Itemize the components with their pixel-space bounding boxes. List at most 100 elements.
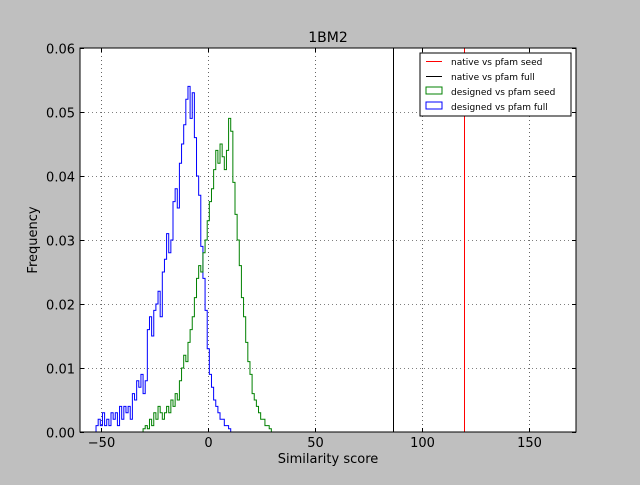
hist-bin	[235, 214, 237, 432]
legend-swatch-designed-full	[425, 101, 443, 110]
hist-bin	[205, 240, 207, 432]
hist-bin	[177, 400, 179, 432]
hist-bin	[214, 170, 216, 432]
hist-bin	[207, 221, 209, 432]
hist-bin	[149, 419, 151, 432]
hist-bin	[147, 330, 149, 432]
hist-bin	[171, 400, 173, 432]
hist-bin	[160, 413, 162, 432]
x-axis-label: Similarity score	[278, 452, 379, 467]
hist-bin	[244, 317, 246, 432]
hist-bin	[173, 406, 175, 432]
hist-bin	[263, 419, 265, 432]
hist-bin	[186, 362, 188, 432]
hist-bin	[154, 413, 156, 432]
hist-bin	[162, 272, 164, 432]
hist-bin	[141, 374, 143, 432]
y-tick-label: 0.04	[46, 171, 75, 186]
hist-bin	[102, 413, 104, 432]
hist-bin	[256, 406, 258, 432]
hist-bin	[156, 419, 158, 432]
hist-bin	[259, 413, 261, 432]
hist-bin	[201, 272, 203, 432]
x-tick-label: 150	[517, 436, 542, 451]
series-designed-vs-pfam-seed	[142, 117, 272, 432]
hist-bin	[188, 342, 190, 432]
y-axis-label: Frequency	[26, 206, 41, 273]
hist-bin	[203, 253, 205, 432]
x-tick-label: 50	[307, 436, 324, 451]
hist-bin	[164, 413, 166, 432]
series-layer	[95, 85, 272, 432]
hist-bin	[233, 182, 235, 432]
hist-bin	[98, 419, 100, 432]
hist-bin	[231, 131, 233, 432]
legend-box	[419, 52, 572, 117]
hist-bin	[139, 387, 141, 432]
hist-bin	[124, 406, 126, 432]
series-designed-vs-pfam-full	[95, 85, 232, 432]
hist-bin	[252, 394, 254, 432]
legend-swatch-designed-seed	[425, 86, 443, 95]
hist-bin	[130, 419, 132, 432]
hist-bin	[265, 426, 267, 432]
hist-bin	[254, 400, 256, 432]
hist-bin	[120, 406, 122, 432]
hist-bin	[241, 298, 243, 432]
x-tick-label: 100	[410, 436, 435, 451]
legend-label-native-seed: native vs pfam seed	[451, 58, 542, 68]
hist-bin	[135, 400, 137, 432]
hist-bin	[169, 413, 171, 432]
hist-bin	[113, 419, 115, 432]
hist-bin	[199, 266, 201, 432]
hist-bin	[105, 426, 107, 432]
y-tick-label: 0.03	[46, 235, 75, 250]
hist-bin	[246, 342, 248, 432]
hist-bin	[158, 406, 160, 432]
hist-bin	[117, 426, 119, 432]
legend-label-designed-seed: designed vs pfam seed	[451, 88, 555, 98]
hist-bin	[239, 266, 241, 432]
hist-bin	[224, 170, 226, 432]
hist-bin	[184, 355, 186, 432]
hist-bin	[149, 317, 151, 432]
hist-bin	[267, 426, 269, 432]
legend-label-native-full: native vs pfam full	[451, 73, 535, 83]
hist-bin	[109, 426, 111, 432]
hist-bin	[179, 381, 181, 432]
y-tick-label: 0.06	[46, 43, 75, 58]
hist-bin	[111, 413, 113, 432]
hist-bin	[226, 150, 228, 432]
hist-bin	[211, 189, 213, 432]
hist-bin	[222, 157, 224, 432]
hist-bin	[128, 406, 130, 432]
legend-label-designed-full: designed vs pfam full	[451, 103, 548, 113]
hist-bin	[145, 381, 147, 432]
hist-bin	[122, 419, 124, 432]
hist-bin	[107, 419, 109, 432]
hist-bin	[167, 234, 169, 432]
chart-title: 1BM2	[308, 30, 348, 46]
hist-bin	[137, 381, 139, 432]
hist-bin	[126, 413, 128, 432]
x-tick-label: 0	[204, 436, 212, 451]
x-tick-label: −50	[88, 436, 115, 451]
hist-bin	[182, 368, 184, 432]
axis-ticks: −50 0 50 100 150 0.00 0.01 0.02 0.03 0.04 0.05 0.06	[46, 43, 576, 451]
hist-bin	[261, 419, 263, 432]
hist-bin	[248, 362, 250, 432]
hist-bin	[167, 406, 169, 432]
hist-bin	[162, 419, 164, 432]
hist-bin	[132, 394, 134, 432]
hist-bin	[194, 298, 196, 432]
legend: native vs pfam seed native vs pfam full …	[419, 52, 572, 117]
hist-bin	[209, 202, 211, 432]
hist-bin	[175, 394, 177, 432]
hist-bin	[152, 426, 154, 432]
y-tick-label: 0.02	[46, 299, 75, 314]
y-tick-label: 0.00	[46, 427, 75, 442]
hist-bin	[145, 426, 147, 432]
hist-bin	[192, 317, 194, 432]
